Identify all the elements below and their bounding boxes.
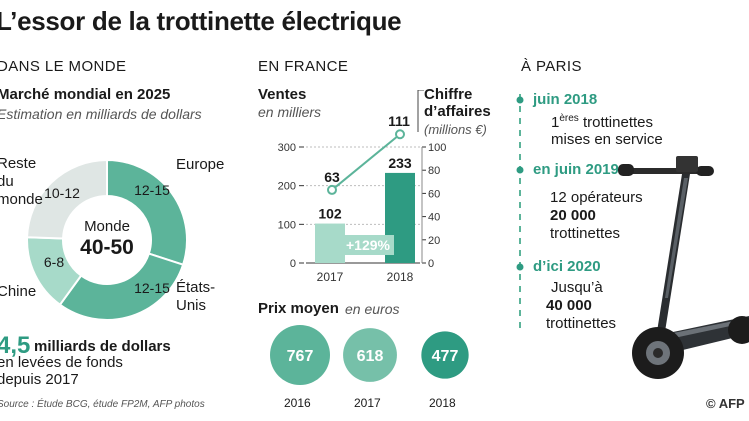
price-value-2017: 618 bbox=[357, 348, 384, 365]
paris-item-1-number: 1 bbox=[551, 114, 560, 131]
paris-heading: À PARIS bbox=[521, 58, 582, 75]
sales-subtitle: en milliers bbox=[258, 104, 322, 120]
price-bubble-group: 767 618 477 bbox=[270, 325, 469, 385]
revenue-point-label-2018: 111 bbox=[388, 113, 410, 129]
price-subtitle: en euros bbox=[345, 301, 400, 317]
paris-item-1-line-2: mises en service bbox=[551, 131, 663, 148]
sales-y-tick: 0 bbox=[290, 258, 296, 270]
funding-value: 4,5 bbox=[0, 332, 31, 359]
market-subtitle: Estimation en milliards de dollars bbox=[0, 106, 202, 122]
world-donut-chart: Monde 40-50 12-15 12-15 6-8 10-12 bbox=[26, 158, 188, 321]
timeline-dot-1 bbox=[516, 96, 524, 104]
sales-y-tick: 300 bbox=[278, 142, 296, 154]
revenue-line: 63 111 bbox=[324, 113, 410, 195]
revenue-y-tick: 60 bbox=[428, 188, 440, 200]
paris-item-3-line-3: trottinettes bbox=[546, 315, 617, 332]
afp-credit: © AFP bbox=[706, 396, 745, 411]
label-europe: Europe bbox=[176, 156, 225, 173]
price-bubble-2016 bbox=[270, 325, 330, 385]
revenue-line-segment bbox=[331, 133, 401, 191]
donut-slice-rest bbox=[26, 158, 108, 240]
revenue-y-tick: 20 bbox=[428, 235, 440, 247]
paris-item-3-line-1: Jusqu’à bbox=[551, 279, 603, 296]
scooter-grip-right bbox=[696, 166, 714, 176]
paris-timeline bbox=[516, 94, 524, 332]
donut-center-label: Monde bbox=[84, 218, 130, 235]
donut-slices bbox=[26, 158, 188, 321]
price-bubble-2017 bbox=[343, 328, 397, 382]
market-title: Marché mondial en 2025 bbox=[0, 86, 171, 103]
funding-unit: milliards de dollars bbox=[34, 338, 171, 355]
sales-bar-label-2017: 102 bbox=[318, 206, 342, 222]
paris-item-2-line-2: 20 000 bbox=[550, 207, 596, 224]
sales-x-label-2018: 2018 bbox=[387, 270, 414, 284]
price-value-2016: 767 bbox=[287, 348, 314, 365]
price-title: Prix moyen bbox=[258, 300, 339, 317]
sales-y-tick: 100 bbox=[278, 219, 296, 231]
paris-item-1-line-1: 1ères trottinettes bbox=[551, 113, 653, 131]
scooter-grip-left bbox=[618, 164, 634, 176]
source-note: Source : Étude BCG, étude FP2M, AFP phot… bbox=[0, 399, 205, 410]
price-bubble-2018 bbox=[421, 331, 469, 379]
revenue-y-tick: 100 bbox=[428, 142, 446, 154]
paris-date-2: en juin 2019 bbox=[533, 161, 619, 178]
revenue-title-2: d’affaires bbox=[424, 103, 491, 120]
sales-bar-label-2018: 233 bbox=[388, 155, 412, 171]
revenue-point-2017 bbox=[327, 184, 337, 195]
france-heading: EN FRANCE bbox=[258, 58, 349, 75]
donut-center-value: 40-50 bbox=[80, 236, 134, 259]
price-year-2017: 2017 bbox=[354, 396, 381, 410]
sales-y-tick: 200 bbox=[278, 181, 296, 193]
timeline-dot-2 bbox=[516, 166, 524, 174]
sales-title: Ventes bbox=[258, 86, 307, 103]
paris-date-3: d’ici 2020 bbox=[533, 258, 601, 275]
funding-line-3: depuis 2017 bbox=[0, 371, 79, 388]
donut-value-rest: 10-12 bbox=[44, 185, 80, 201]
donut-value-china: 6-8 bbox=[44, 254, 64, 270]
revenue-y-tick: 80 bbox=[428, 165, 440, 177]
revenue-title-1: Chiffre bbox=[424, 86, 473, 103]
price-year-2016: 2016 bbox=[284, 396, 311, 410]
paris-item-1-rest: trottinettes bbox=[578, 114, 653, 131]
revenue-y-tick: 40 bbox=[428, 212, 440, 224]
sales-bar-2017 bbox=[315, 223, 345, 263]
scooter-photo bbox=[618, 156, 749, 379]
donut-hole bbox=[63, 196, 151, 284]
label-china: Chine bbox=[0, 283, 37, 300]
sales-axis-left: 0 100 200 300 bbox=[278, 142, 304, 270]
world-heading: DANS LE MONDE bbox=[0, 58, 127, 75]
sales-x-label-2017: 2017 bbox=[317, 270, 344, 284]
funding-line-2: en levées de fonds bbox=[0, 354, 123, 371]
donut-value-europe: 12-15 bbox=[134, 182, 170, 198]
paris-item-3-line-2: 40 000 bbox=[546, 297, 592, 314]
revenue-point-label-2017: 63 bbox=[324, 169, 340, 185]
price-bubbles: 767 618 477 bbox=[270, 325, 469, 385]
growth-badge: +129% bbox=[342, 235, 394, 255]
paris-item-2-line-1: 12 opérateurs bbox=[550, 189, 643, 206]
scooter-rear-wheel bbox=[728, 316, 749, 344]
infographic-title: L’essor de la trottinette électrique bbox=[0, 6, 402, 36]
paris-item-1-superscript: ères bbox=[559, 113, 579, 124]
france-sales-chart: 102 233 63 111 0 100 200 300 0 20 40 60 80 100 201… bbox=[278, 90, 446, 284]
sales-x-labels: 2017 2018 bbox=[317, 270, 414, 284]
scooter-stem-highlight bbox=[665, 178, 688, 298]
scooter-display bbox=[676, 156, 698, 172]
sales-axis-right: 0 20 40 60 80 100 bbox=[421, 142, 446, 270]
label-usa: États-Unis bbox=[176, 279, 216, 314]
donut-value-usa: 12-15 bbox=[134, 280, 170, 296]
scooter-front-axle bbox=[653, 348, 663, 358]
revenue-y-tick: 0 bbox=[428, 258, 434, 270]
timeline-dot-3 bbox=[516, 263, 524, 271]
price-year-2018: 2018 bbox=[429, 396, 456, 410]
paris-date-1: juin 2018 bbox=[533, 91, 598, 108]
label-rest-of-world: Reste du monde bbox=[0, 155, 43, 208]
revenue-subtitle: (millions €) bbox=[424, 122, 487, 137]
price-value-2018: 477 bbox=[432, 348, 459, 365]
revenue-point-2018 bbox=[395, 129, 405, 140]
paris-item-2-line-3: trottinettes bbox=[550, 225, 621, 242]
scooter-deck-edge bbox=[658, 318, 749, 341]
